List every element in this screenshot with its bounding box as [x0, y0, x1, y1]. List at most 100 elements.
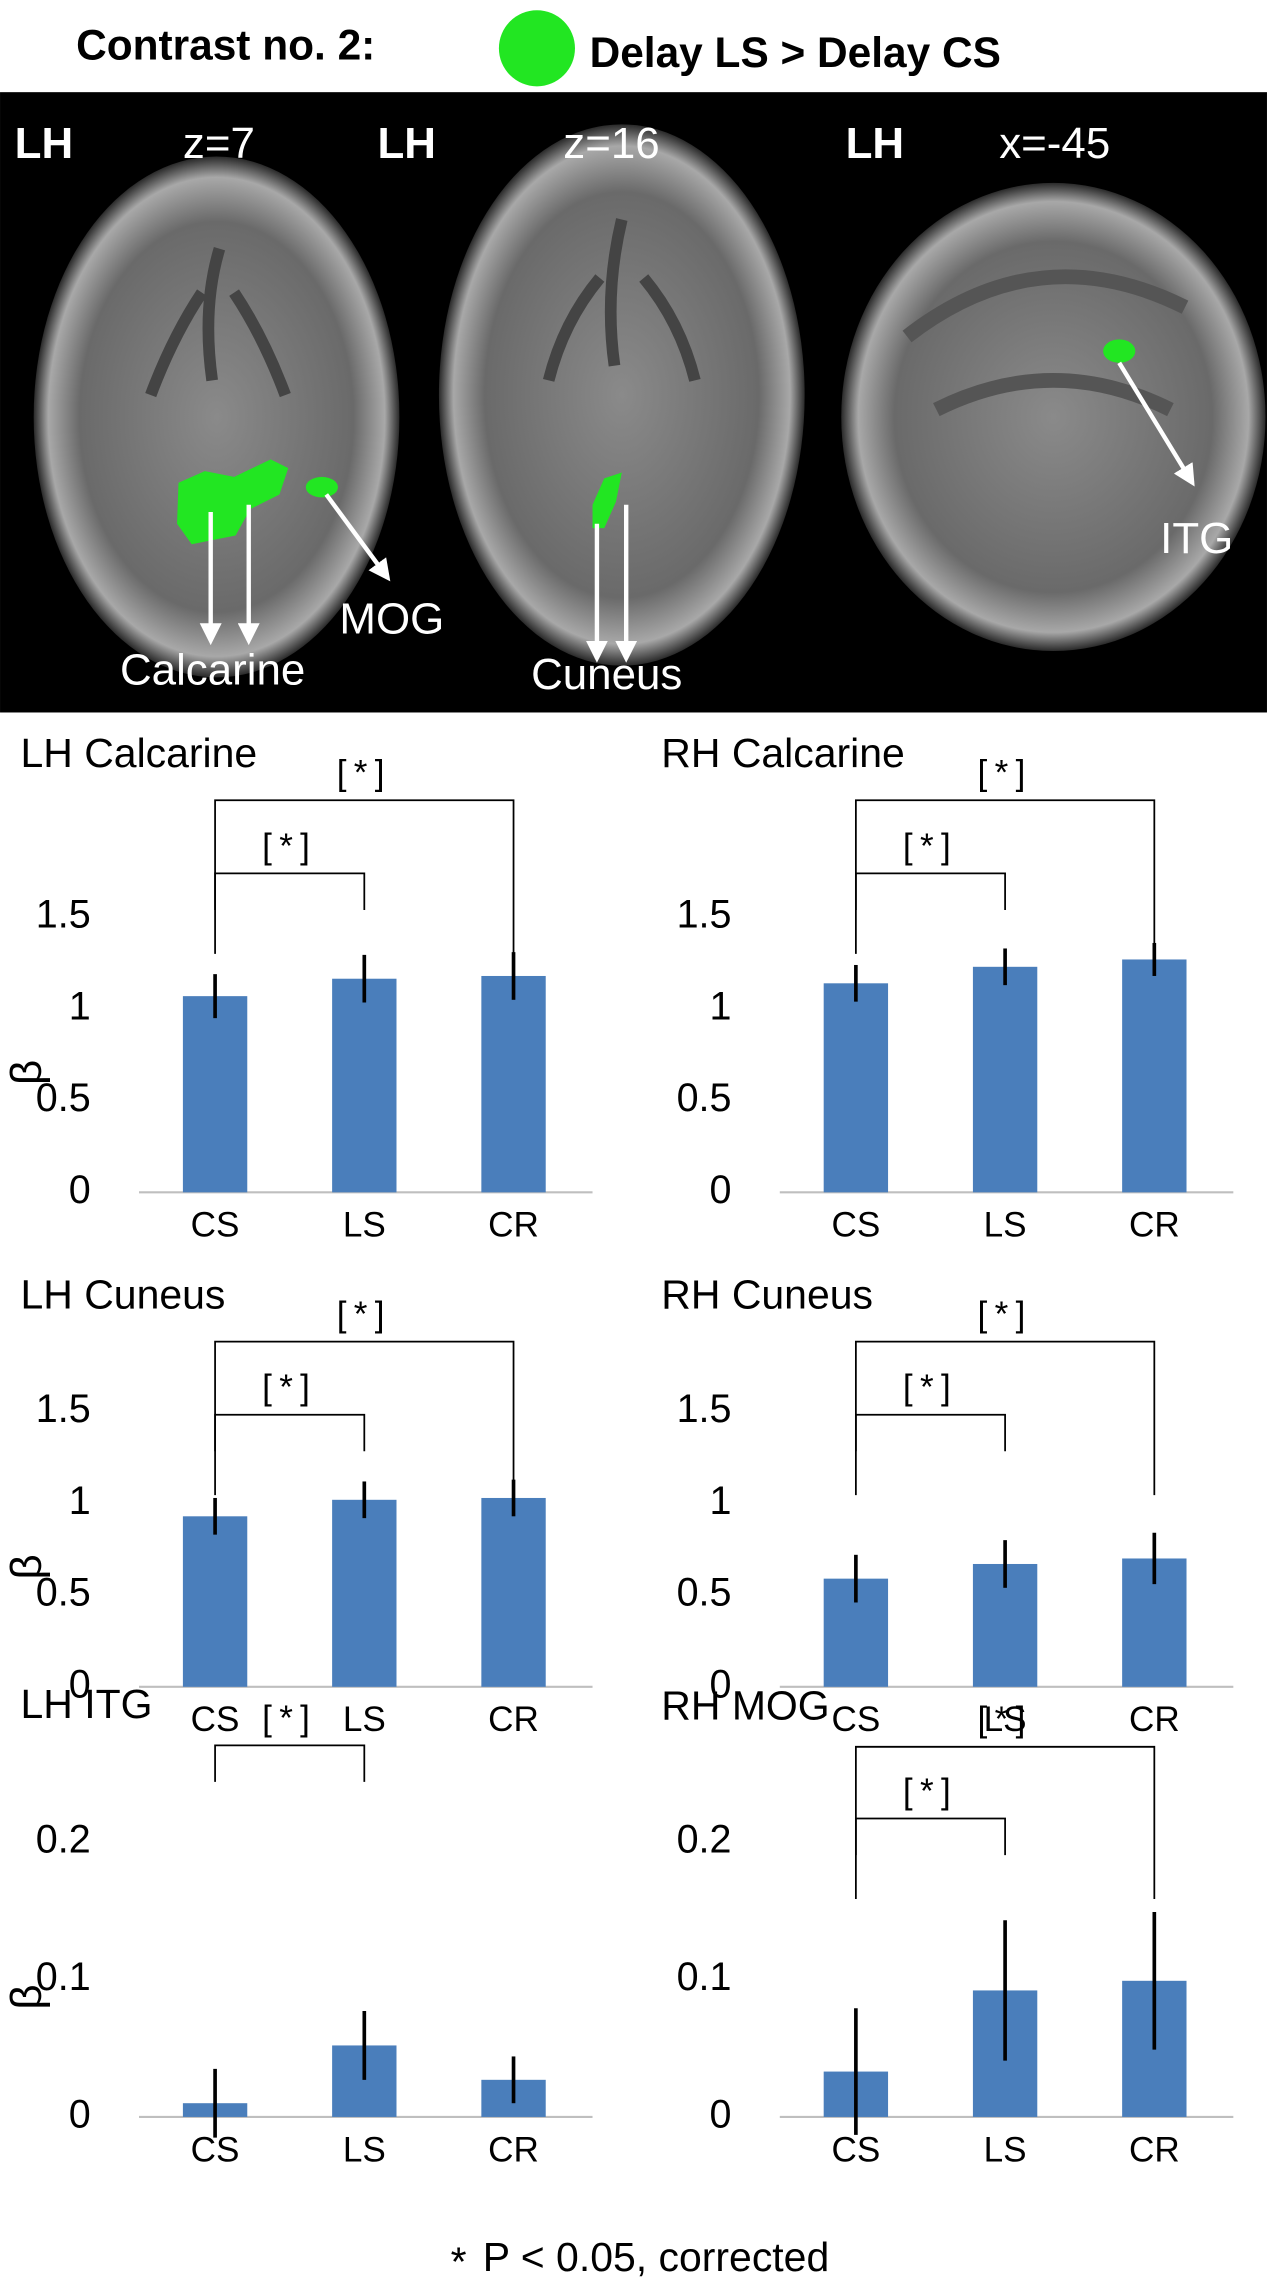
y-tick-label: 0 — [69, 1168, 91, 1212]
activation — [1103, 339, 1136, 363]
x-tick-label: CR — [1129, 1700, 1180, 1739]
x-tick-label: CR — [1129, 2130, 1180, 2169]
y-tick-label: 0.5 — [36, 1076, 91, 1120]
significance-label: [*] — [978, 1700, 1033, 1739]
activation — [592, 472, 622, 529]
x-tick-label: CS — [831, 1206, 880, 1245]
arrows — [199, 361, 1195, 663]
x-tick-label: CS — [191, 1206, 240, 1245]
hemisphere-label: LH — [846, 119, 905, 168]
y-tick-label: 0 — [710, 1168, 732, 1212]
contrast-description: Delay LS > Delay CS — [590, 29, 1001, 76]
chart-title: LH Calcarine — [21, 730, 258, 776]
bar — [1122, 959, 1187, 1193]
y-tick-label: 1 — [710, 984, 732, 1028]
activation — [305, 476, 338, 498]
x-tick-label: CS — [831, 2130, 880, 2169]
region-label: MOG — [339, 594, 444, 643]
brain-detail — [145, 247, 291, 398]
y-tick-label: 0 — [710, 1662, 732, 1706]
region-label: Cuneus — [531, 650, 682, 699]
x-tick-label: CS — [191, 2130, 240, 2169]
legend-swatch — [498, 10, 575, 87]
y-tick-label: 0.5 — [677, 1571, 732, 1615]
significance-label: [*] — [262, 1699, 317, 1738]
brain-images: LH z=7 LH z=16 LH x=-45 Calcarine MOG Cu… — [0, 92, 1267, 713]
significance-bracket — [214, 1413, 366, 1452]
y-tick-label: 1 — [69, 1479, 91, 1523]
significance-bracket — [214, 1744, 366, 1782]
hemisphere-label: LH — [15, 119, 74, 168]
x-tick-label: CR — [488, 2130, 539, 2169]
y-tick-label: 0.2 — [36, 1817, 91, 1861]
bar — [182, 996, 248, 1193]
significance-label: [*] — [978, 1295, 1033, 1334]
y-tick-label: 1.5 — [36, 1387, 91, 1431]
chart-title: RH Cuneus — [661, 1271, 873, 1317]
significance-bracket — [854, 1413, 1006, 1452]
y-tick-label: 0 — [69, 1662, 91, 1706]
x-tick-label: LS — [343, 1700, 386, 1739]
slice-label: x=-45 — [999, 119, 1110, 168]
y-tick-label: 0.5 — [36, 1571, 91, 1615]
significance-label: [*] — [262, 1368, 317, 1407]
significance-bracket — [214, 872, 366, 910]
x-tick-label: LS — [343, 1206, 386, 1245]
x-tick-label: CR — [1129, 1206, 1180, 1245]
significance-label: [*] — [337, 1295, 392, 1334]
significance-label: [*] — [903, 1772, 958, 1811]
y-axis-label: β — [2, 1554, 51, 1579]
bar — [823, 983, 889, 1193]
activation — [177, 459, 289, 545]
bar — [332, 978, 397, 1193]
y-axis-label: β — [2, 1060, 51, 1085]
y-tick-label: 1.5 — [677, 1387, 732, 1431]
x-tick-label: CR — [488, 1206, 539, 1245]
x-tick-label: LS — [984, 1206, 1027, 1245]
x-tick-label: CS — [191, 1700, 240, 1739]
chart-title: RH Calcarine — [661, 730, 905, 776]
significance-label: [*] — [903, 827, 958, 866]
y-tick-label: 0.2 — [677, 1817, 732, 1861]
y-tick-label: 0.1 — [36, 1955, 91, 1999]
bar — [182, 1516, 248, 1687]
x-tick-label: CR — [488, 1700, 539, 1739]
significance-bracket — [854, 872, 1006, 910]
y-tick-label: 1 — [69, 984, 91, 1028]
footnote-symbol: * — [451, 2239, 467, 2285]
x-tick-label: LS — [984, 2130, 1027, 2169]
y-tick-label: 0.5 — [677, 1076, 732, 1120]
y-tick-label: 0.1 — [677, 1955, 732, 1999]
brain-slice — [841, 182, 1266, 652]
chart-title: LH ITG — [21, 1681, 153, 1727]
hemisphere-label: LH — [377, 119, 436, 168]
charts: LH Calcarine β 0 0.5 1 1.5 CS LS CR [*] [*] RH Calc… — [2, 730, 1234, 2169]
bar — [481, 1497, 546, 1687]
bar — [332, 1499, 397, 1687]
bar — [972, 966, 1038, 1193]
contrast-label: Contrast no. 2: — [76, 21, 375, 68]
y-tick-label: 1.5 — [36, 893, 91, 937]
significance-label: [*] — [337, 754, 392, 793]
y-tick-label: 0 — [710, 2092, 732, 2136]
significance-bracket — [854, 1817, 1006, 1856]
slice-label: z=16 — [563, 119, 659, 168]
region-label: Calcarine — [120, 646, 305, 695]
brain-slice — [438, 124, 805, 666]
y-tick-label: 0 — [69, 2092, 91, 2136]
brain-slice — [33, 156, 400, 678]
region-label: ITG — [1160, 514, 1233, 563]
significance-label: [*] — [978, 754, 1033, 793]
y-tick-label: 1 — [710, 1479, 732, 1523]
brain-detail — [542, 218, 701, 382]
slice-label: z=7 — [183, 119, 255, 168]
significance-label: [*] — [262, 827, 317, 866]
x-tick-label: LS — [343, 2130, 386, 2169]
significance-label: [*] — [903, 1368, 958, 1407]
x-tick-label: LS — [984, 1700, 1027, 1739]
x-tick-label: CS — [831, 1700, 880, 1739]
y-axis-label: β — [2, 1984, 51, 2009]
bar — [481, 975, 546, 1193]
